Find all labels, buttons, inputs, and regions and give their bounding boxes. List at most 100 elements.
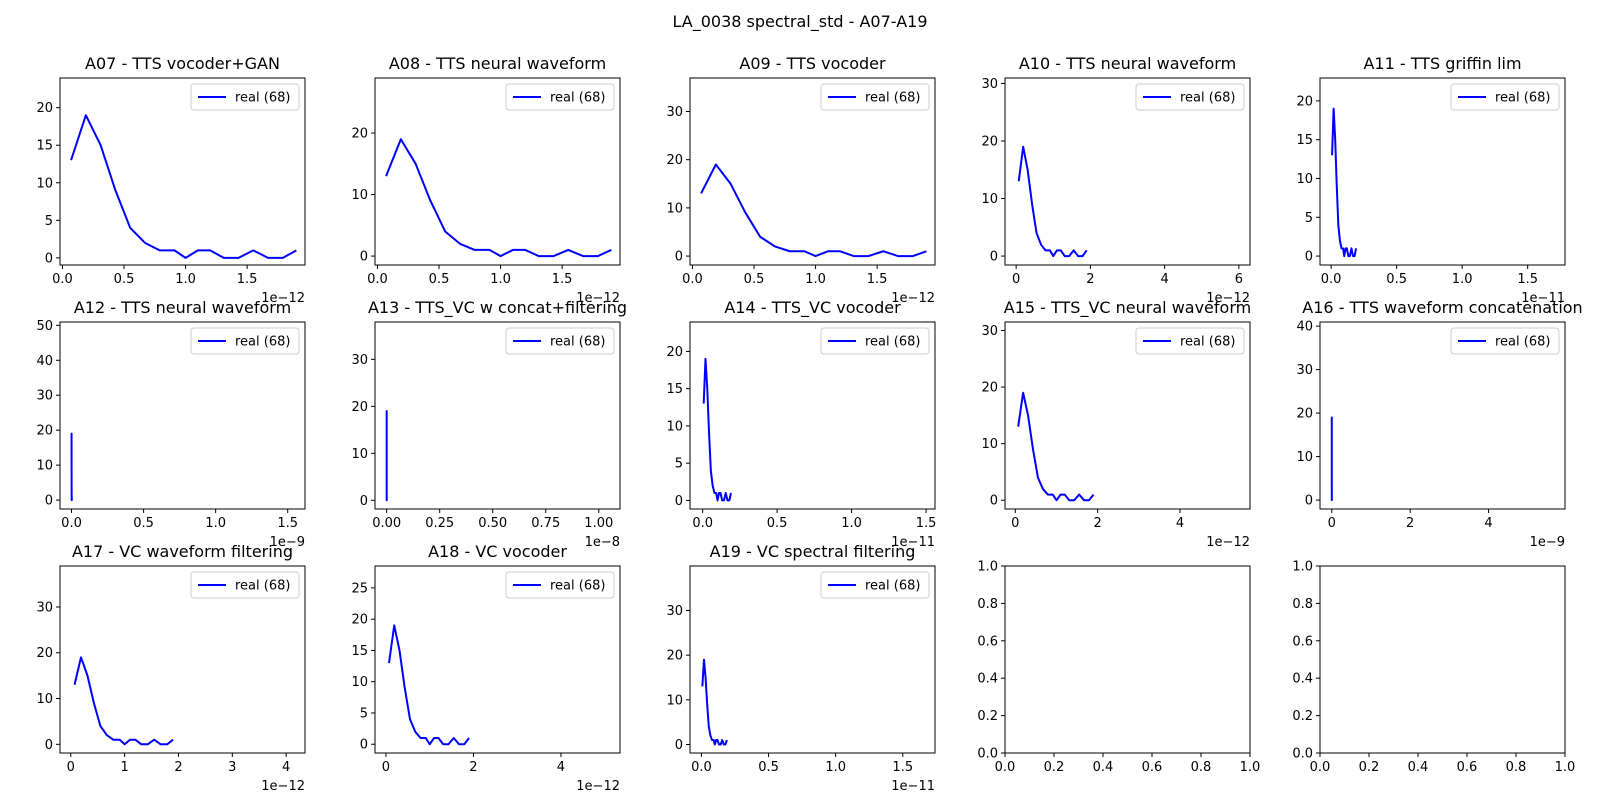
legend-label: real (68) bbox=[550, 91, 605, 106]
x-tick-label: 0.25 bbox=[425, 516, 454, 531]
y-tick-label: 20 bbox=[351, 613, 368, 628]
y-tick-label: 30 bbox=[1296, 363, 1313, 378]
y-tick-label: 0 bbox=[45, 494, 53, 509]
x-tick-label: 0.0 bbox=[692, 516, 713, 531]
x-tick-label: 1.0 bbox=[205, 516, 226, 531]
x-offset-label: 1e−9 bbox=[270, 535, 305, 550]
y-tick-label: 30 bbox=[351, 353, 368, 368]
x-offset-label: 1e−12 bbox=[261, 779, 305, 794]
x-tick-label: 1.5 bbox=[277, 516, 298, 531]
x-tick-label: 1.0 bbox=[175, 272, 196, 287]
x-tick-label: 0.4 bbox=[1093, 760, 1114, 775]
y-tick-label: 10 bbox=[36, 692, 53, 707]
subplot-title: A07 - TTS vocoder+GAN bbox=[85, 54, 280, 73]
legend-label: real (68) bbox=[1180, 91, 1235, 106]
subplot-A18: 0 2 4 0 5 10 15 20 25 1e−12 A18 - VC vocoder real (… bbox=[351, 542, 621, 794]
x-offset-label: 1e−12 bbox=[891, 291, 935, 306]
y-tick-label: 10 bbox=[666, 693, 683, 708]
x-tick-label: 2 bbox=[469, 760, 477, 775]
x-tick-label: 4 bbox=[1176, 516, 1184, 531]
series-line-real bbox=[73, 656, 174, 746]
y-tick-label: 25 bbox=[351, 581, 368, 596]
legend-label: real (68) bbox=[1495, 91, 1550, 106]
y-tick-label: 0.6 bbox=[1292, 634, 1313, 649]
subplot-A08: 0.0 0.5 1.0 1.5 0 10 20 1e−12 A08 - TTS neural w… bbox=[351, 54, 621, 306]
y-tick-label: 1.0 bbox=[1292, 560, 1313, 575]
axes-frame bbox=[59, 321, 306, 510]
x-tick-label: 1.00 bbox=[584, 516, 613, 531]
legend-label: real (68) bbox=[1495, 335, 1550, 350]
x-tick-label: 1.5 bbox=[237, 272, 258, 287]
series-line-real bbox=[700, 163, 927, 258]
axes-frame bbox=[1319, 77, 1566, 266]
y-tick-label: 0 bbox=[45, 251, 53, 266]
x-tick-label: 0.2 bbox=[1359, 760, 1380, 775]
x-tick-label: 0.2 bbox=[1044, 760, 1065, 775]
x-offset-label: 1e−9 bbox=[1530, 535, 1565, 550]
legend-box bbox=[1450, 327, 1560, 355]
series-line-real bbox=[385, 138, 612, 258]
subplot-title: A09 - TTS vocoder bbox=[739, 54, 886, 73]
y-tick-label: 0 bbox=[360, 738, 368, 753]
y-tick-label: 5 bbox=[45, 214, 53, 229]
axes-frame bbox=[374, 77, 621, 266]
x-tick-label: 0.5 bbox=[1386, 272, 1407, 287]
x-tick-label: 0.5 bbox=[758, 760, 779, 775]
y-tick-label: 10 bbox=[36, 176, 53, 191]
y-tick-label: 0.2 bbox=[977, 709, 998, 724]
legend-box bbox=[820, 327, 930, 355]
y-tick-label: 10 bbox=[666, 419, 683, 434]
subplot-A11: 0.0 0.5 1.0 1.5 0 5 10 15 20 1e−11 A11 - TTS griff… bbox=[1296, 54, 1566, 306]
axes-frame bbox=[59, 565, 306, 754]
y-tick-label: 40 bbox=[36, 354, 53, 369]
x-tick-label: 0 bbox=[1012, 272, 1020, 287]
subplot-title: A12 - TTS neural waveform bbox=[74, 298, 291, 317]
x-tick-label: 0 bbox=[1011, 516, 1019, 531]
y-tick-label: 5 bbox=[1305, 211, 1313, 226]
x-tick-label: 0.0 bbox=[1310, 760, 1331, 775]
y-tick-label: 30 bbox=[666, 105, 683, 120]
y-tick-label: 15 bbox=[36, 139, 53, 154]
y-tick-label: 0.0 bbox=[1292, 747, 1313, 762]
axes-frame bbox=[374, 321, 621, 510]
x-tick-label: 0.75 bbox=[531, 516, 560, 531]
x-tick-label: 0.5 bbox=[133, 516, 154, 531]
x-tick-label: 0.00 bbox=[372, 516, 401, 531]
y-tick-label: 0.2 bbox=[1292, 709, 1313, 724]
subplot-title: A18 - VC vocoder bbox=[428, 542, 567, 561]
x-tick-label: 1.0 bbox=[805, 272, 826, 287]
y-tick-label: 1.0 bbox=[977, 560, 998, 575]
x-tick-label: 0.0 bbox=[1321, 272, 1342, 287]
x-tick-label: 1.5 bbox=[867, 272, 888, 287]
x-offset-label: 1e−12 bbox=[1206, 291, 1250, 306]
y-tick-label: 30 bbox=[981, 77, 998, 92]
legend-box bbox=[190, 327, 300, 355]
x-tick-label: 0.4 bbox=[1408, 760, 1429, 775]
y-tick-label: 0.4 bbox=[977, 672, 998, 687]
x-tick-label: 1.0 bbox=[1452, 272, 1473, 287]
y-tick-label: 0 bbox=[45, 738, 53, 753]
axes-frame bbox=[689, 77, 936, 266]
legend-box bbox=[505, 83, 615, 111]
x-tick-label: 1.5 bbox=[1517, 272, 1538, 287]
axes-frame bbox=[689, 565, 936, 754]
x-tick-label: 1.5 bbox=[892, 760, 913, 775]
x-tick-label: 0.8 bbox=[1506, 760, 1527, 775]
subplot-title: A11 - TTS griffin lim bbox=[1363, 54, 1521, 73]
x-tick-label: 0.6 bbox=[1457, 760, 1478, 775]
y-tick-label: 30 bbox=[36, 389, 53, 404]
axes-frame bbox=[1319, 565, 1566, 754]
x-tick-label: 1.0 bbox=[1240, 760, 1261, 775]
y-tick-label: 20 bbox=[36, 101, 53, 116]
y-tick-label: 20 bbox=[351, 127, 368, 142]
series-line-real bbox=[702, 357, 732, 502]
subplot-A17: 0 1 2 3 4 0 10 20 30 1e−12 A17 - VC waveform filte… bbox=[36, 542, 306, 794]
y-tick-label: 10 bbox=[351, 188, 368, 203]
legend-label: real (68) bbox=[550, 335, 605, 350]
series-line-real bbox=[701, 658, 728, 746]
legend-box bbox=[820, 83, 930, 111]
y-tick-label: 10 bbox=[351, 675, 368, 690]
y-tick-label: 0 bbox=[675, 250, 683, 265]
legend-label: real (68) bbox=[865, 579, 920, 594]
